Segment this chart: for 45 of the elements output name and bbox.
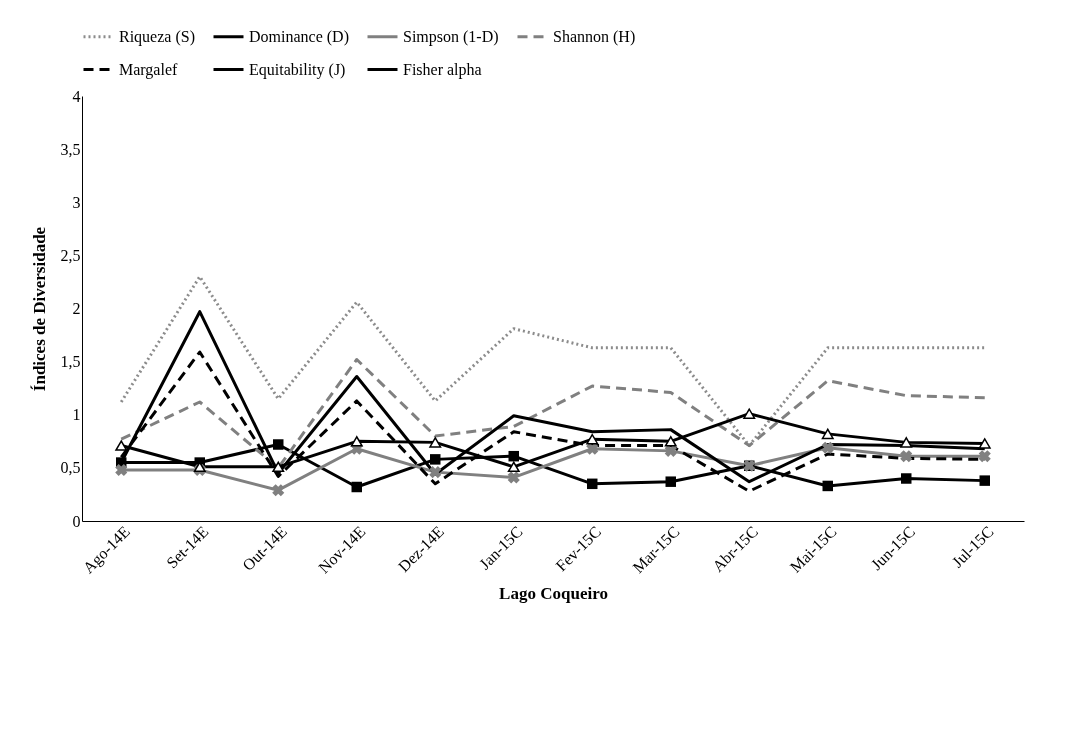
point <box>507 471 520 484</box>
point <box>900 450 913 463</box>
y-tick-label: 2 <box>72 300 81 317</box>
point <box>586 433 599 445</box>
point <box>429 466 442 479</box>
point <box>351 481 362 493</box>
point <box>743 408 756 419</box>
point <box>901 473 912 484</box>
y-tick-label: 3,5 <box>60 140 81 158</box>
y-tick-label: 0,5 <box>60 459 81 477</box>
legend-label: Shannon (H) <box>553 27 636 46</box>
y-tick-label: 1,5 <box>60 353 81 371</box>
legend-label: Equitability (J) <box>249 60 346 79</box>
point <box>979 475 990 486</box>
point <box>272 461 285 473</box>
legend-label: Simpson (1-D) <box>403 27 499 46</box>
x-axis-title: Lago Coqueiro <box>499 584 608 604</box>
y-tick-label: 1 <box>72 406 81 424</box>
y-tick-label: 3 <box>72 193 81 211</box>
point <box>821 441 834 454</box>
point <box>273 439 284 450</box>
y-axis-title: Índices de Diversidade <box>29 226 49 392</box>
point <box>272 484 285 497</box>
point <box>507 461 520 473</box>
legend-label: Riqueza (S) <box>119 27 195 46</box>
point <box>978 438 991 449</box>
point <box>821 428 834 440</box>
point <box>429 437 442 448</box>
y-tick-label: 2,5 <box>60 246 81 264</box>
point <box>664 436 677 447</box>
point <box>350 436 363 447</box>
y-tick-label: 0 <box>72 512 81 530</box>
point <box>115 463 128 477</box>
point <box>430 454 441 465</box>
point <box>115 440 128 451</box>
point <box>508 450 519 462</box>
legend-label: Dominance (D) <box>249 27 349 46</box>
point <box>978 450 991 463</box>
legend-label: Fisher alpha <box>403 60 482 79</box>
legend-label: Margalef <box>119 60 179 79</box>
point <box>900 437 913 448</box>
point <box>822 480 833 492</box>
point <box>665 476 676 487</box>
y-tick-label: 4 <box>72 87 81 105</box>
point <box>587 478 598 490</box>
